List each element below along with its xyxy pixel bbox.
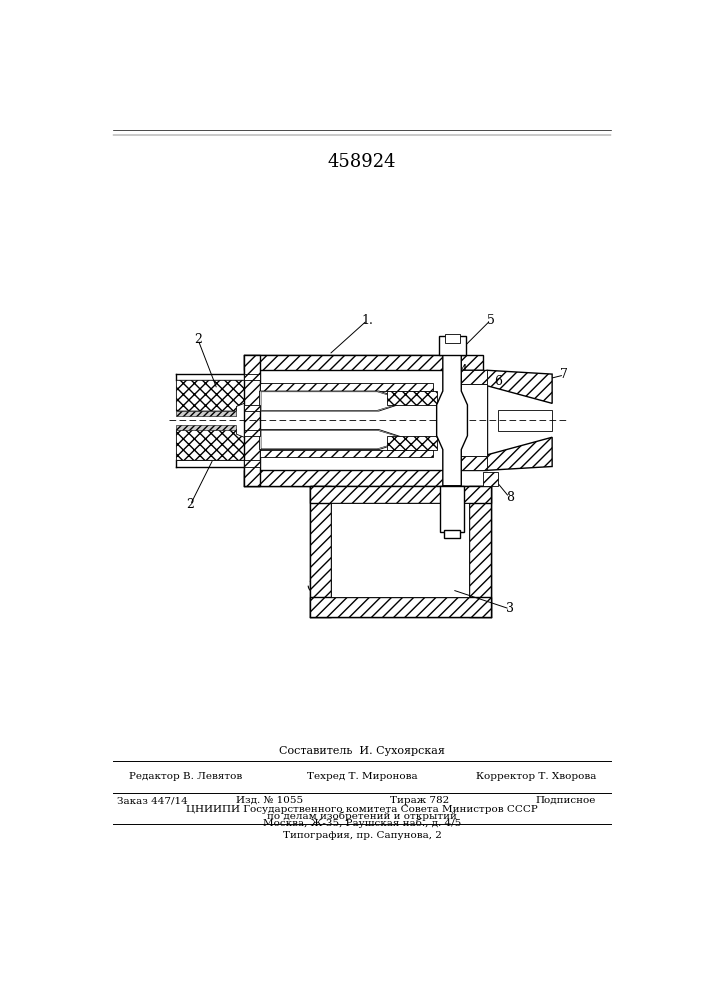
Bar	[331, 503, 469, 597]
Bar	[448, 370, 483, 386]
Text: Тираж 782: Тираж 782	[390, 796, 450, 805]
Text: Москва, Ж-35, Раушская наб., д. 4/5: Москва, Ж-35, Раушская наб., д. 4/5	[263, 818, 461, 828]
Bar	[244, 355, 448, 370]
Text: Корректор Т. Хворова: Корректор Т. Хворова	[476, 772, 596, 781]
Text: 3: 3	[506, 602, 514, 615]
Text: 458924: 458924	[328, 153, 396, 171]
Bar	[444, 530, 460, 538]
Polygon shape	[486, 437, 552, 470]
Polygon shape	[387, 391, 437, 405]
Polygon shape	[387, 436, 437, 450]
Bar	[456, 384, 486, 456]
Bar	[244, 355, 259, 486]
Polygon shape	[437, 355, 467, 486]
Bar	[445, 334, 460, 343]
Text: по делам изобретений и открытий: по делам изобретений и открытий	[267, 811, 457, 821]
Text: Изд. № 1055: Изд. № 1055	[236, 796, 303, 805]
Polygon shape	[261, 430, 408, 449]
Bar	[483, 472, 498, 486]
Text: Заказ 447/14: Заказ 447/14	[117, 796, 188, 805]
Text: 4: 4	[460, 364, 467, 377]
Text: Техред Т. Миронова: Техред Т. Миронова	[307, 772, 417, 781]
Bar	[448, 355, 483, 370]
Bar	[440, 486, 464, 532]
Bar	[310, 486, 331, 617]
Text: ЦНИИПИ Государственного комитета Совета Министров СССР: ЦНИИПИ Государственного комитета Совета …	[186, 805, 538, 814]
Text: 5: 5	[486, 314, 494, 327]
Bar	[259, 450, 433, 457]
Polygon shape	[261, 392, 408, 410]
Bar	[310, 597, 491, 617]
Bar	[244, 405, 259, 411]
Bar	[469, 486, 491, 617]
Bar	[244, 460, 259, 466]
Bar	[448, 456, 486, 470]
Text: Составитель  И. Сухоярская: Составитель И. Сухоярская	[279, 746, 445, 756]
Text: Типография, пр. Сапунова, 2: Типография, пр. Сапунова, 2	[283, 831, 441, 840]
Bar	[448, 370, 486, 470]
Polygon shape	[176, 425, 236, 430]
Bar	[259, 383, 433, 391]
Text: Подписное: Подписное	[536, 796, 596, 805]
Bar	[310, 486, 491, 503]
Text: 6: 6	[494, 375, 502, 388]
Polygon shape	[176, 430, 259, 460]
Polygon shape	[259, 430, 409, 450]
Bar	[498, 410, 552, 431]
Bar	[244, 430, 259, 436]
Text: 2: 2	[194, 333, 202, 346]
Bar	[244, 374, 259, 380]
Bar	[244, 470, 448, 486]
Polygon shape	[486, 370, 552, 403]
Polygon shape	[259, 391, 409, 411]
Text: 1.: 1.	[361, 314, 373, 327]
Text: 8: 8	[506, 491, 514, 504]
Polygon shape	[176, 411, 236, 416]
Bar	[448, 370, 486, 384]
Text: 7: 7	[560, 368, 568, 381]
Text: Редактор В. Левятов: Редактор В. Левятов	[129, 772, 242, 781]
Bar	[439, 336, 466, 355]
Polygon shape	[176, 380, 259, 411]
Text: 2: 2	[187, 498, 194, 512]
